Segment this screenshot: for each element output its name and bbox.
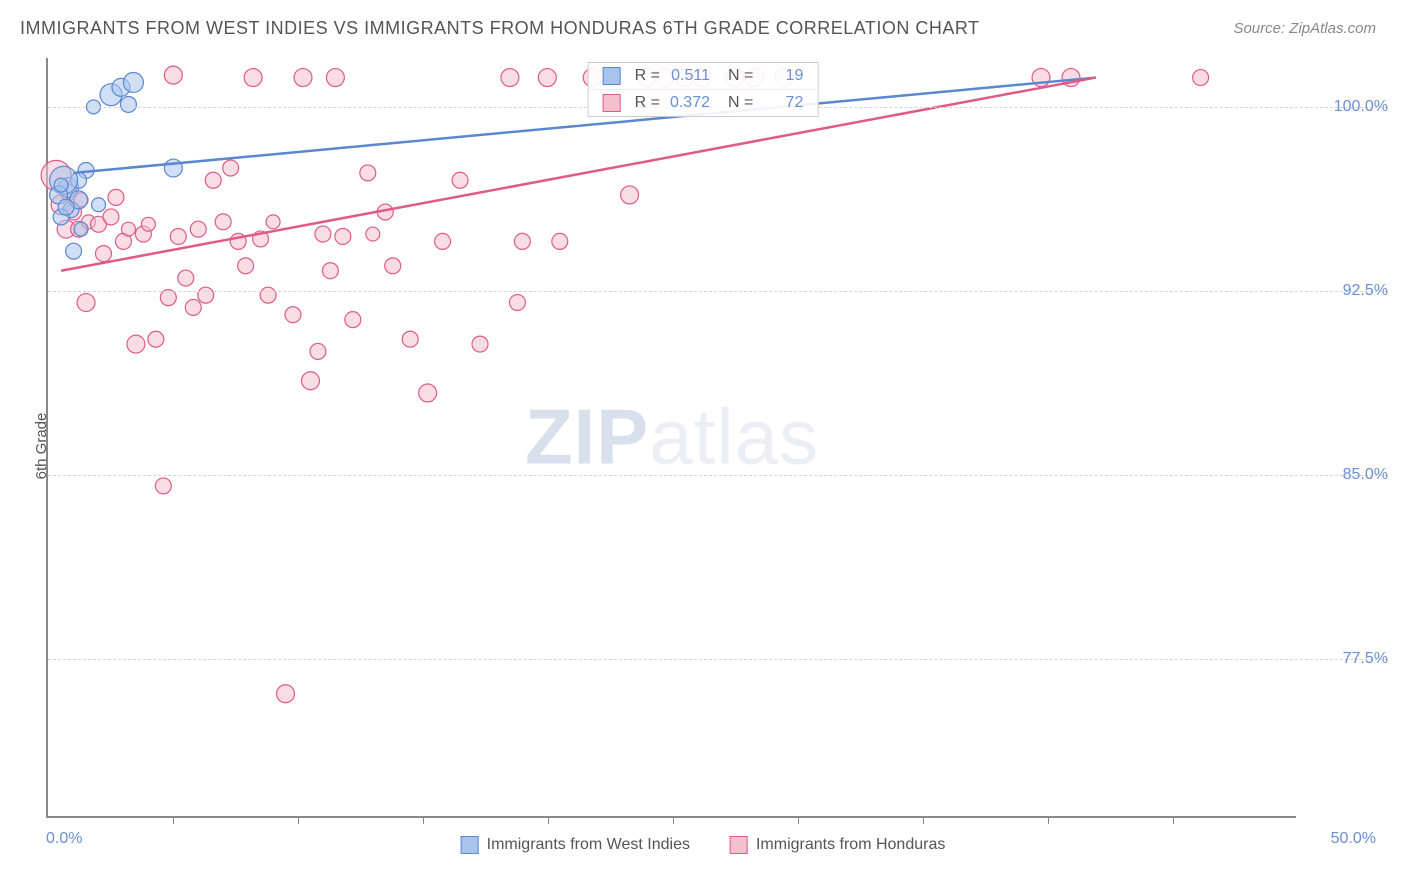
swatch-west-indies	[603, 67, 621, 85]
y-tick-label: 92.5%	[1343, 282, 1388, 300]
correlation-stat-box: R = 0.511 N = 19 R = 0.372 N = 72	[588, 62, 819, 117]
chart-plot-area: ZIPatlas	[46, 58, 1296, 818]
x-tick	[1173, 816, 1174, 824]
x-tick	[423, 816, 424, 824]
x-tick	[298, 816, 299, 824]
source-attribution: Source: ZipAtlas.com	[1233, 20, 1376, 37]
x-tick	[798, 816, 799, 824]
r-label: R =	[635, 67, 660, 85]
legend-item-west-indies: Immigrants from West Indies	[461, 836, 690, 854]
grid-line	[48, 291, 1388, 292]
legend-item-honduras: Immigrants from Honduras	[730, 836, 945, 854]
legend-label-west-indies: Immigrants from West Indies	[487, 836, 690, 854]
stat-row-honduras: R = 0.372 N = 72	[589, 90, 818, 116]
x-tick	[548, 816, 549, 824]
grid-line	[48, 659, 1388, 660]
legend-swatch-west-indies	[461, 836, 479, 854]
n-value-west-indies: 19	[759, 67, 803, 85]
y-tick-label: 100.0%	[1334, 98, 1388, 116]
y-tick-label: 85.0%	[1343, 466, 1388, 484]
x-tick	[173, 816, 174, 824]
chart-title: IMMIGRANTS FROM WEST INDIES VS IMMIGRANT…	[20, 18, 980, 39]
legend: Immigrants from West Indies Immigrants f…	[461, 836, 946, 854]
x-tick	[923, 816, 924, 824]
grid-line	[48, 475, 1388, 476]
r-value-west-indies: 0.511	[666, 67, 710, 85]
swatch-honduras	[603, 94, 621, 112]
legend-label-honduras: Immigrants from Honduras	[756, 836, 945, 854]
x-tick	[1048, 816, 1049, 824]
trend-line	[74, 78, 1096, 173]
legend-swatch-honduras	[730, 836, 748, 854]
r-value-honduras: 0.372	[666, 94, 710, 112]
trend-line-layer	[48, 58, 1296, 816]
stat-row-west-indies: R = 0.511 N = 19	[589, 63, 818, 90]
n-label: N =	[728, 94, 753, 112]
x-axis-max-label: 50.0%	[1331, 830, 1376, 848]
r-label: R =	[635, 94, 660, 112]
y-tick-label: 77.5%	[1343, 650, 1388, 668]
x-tick	[673, 816, 674, 824]
n-label: N =	[728, 67, 753, 85]
x-axis-min-label: 0.0%	[46, 830, 82, 848]
n-value-honduras: 72	[759, 94, 803, 112]
